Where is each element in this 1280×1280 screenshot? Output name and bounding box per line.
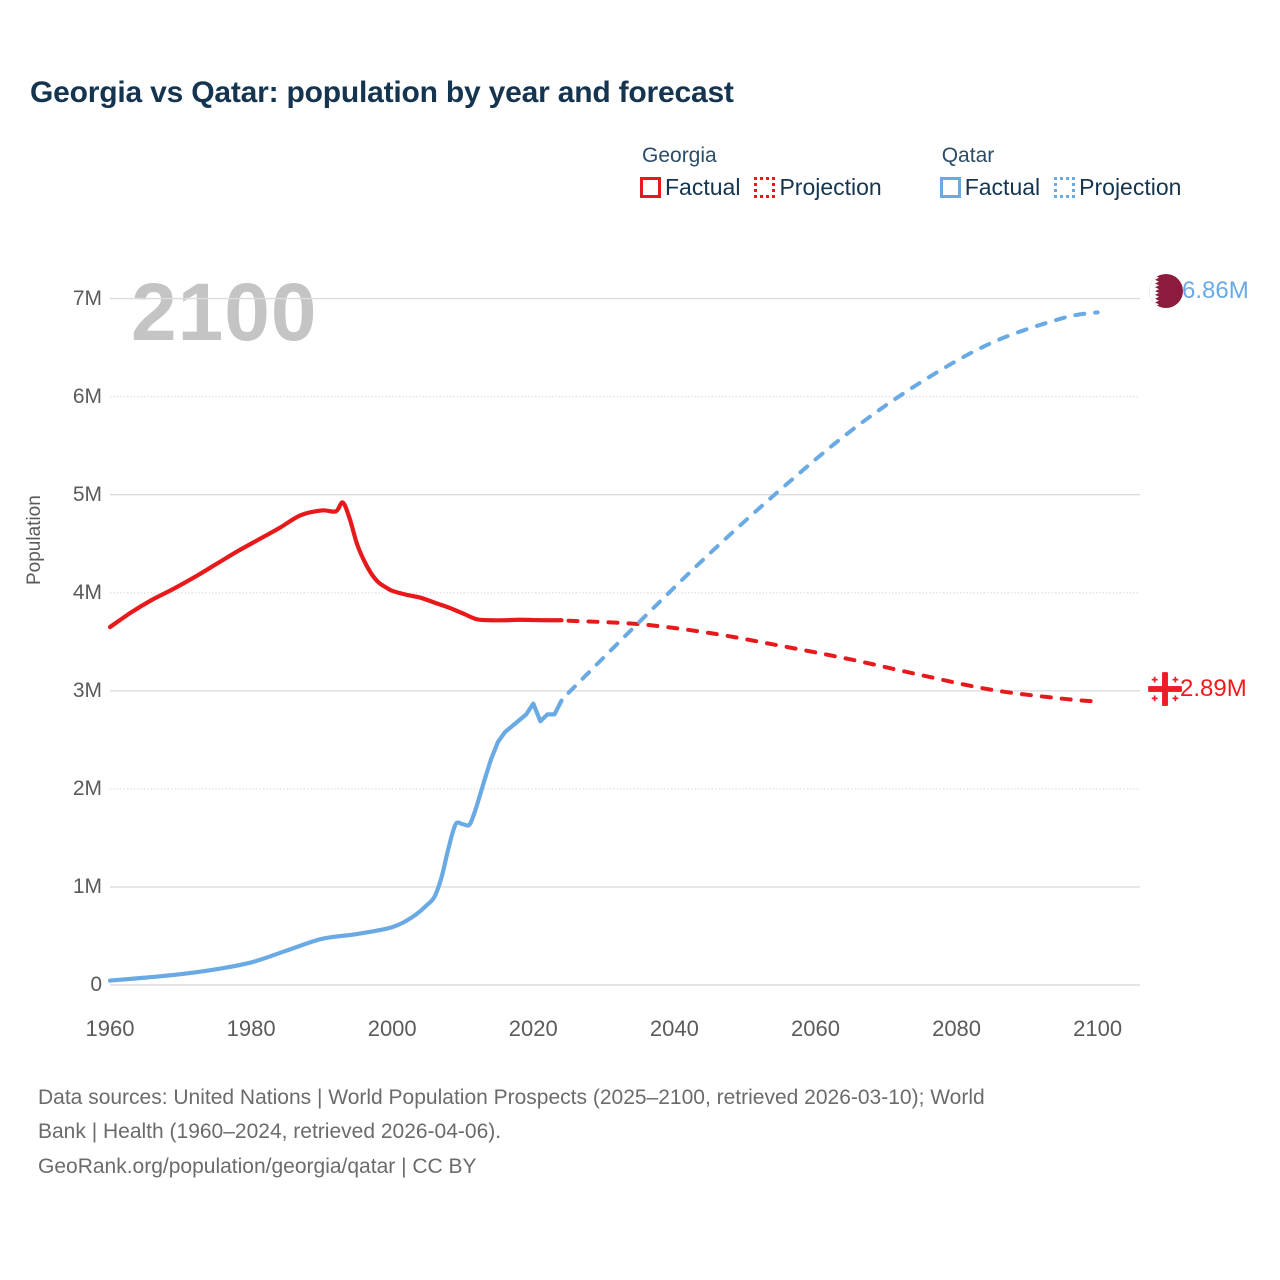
series-line-georgia-projection [566, 618, 1100, 704]
dotted-square-outline-icon [1054, 177, 1076, 199]
dotted-square-outline-icon [754, 177, 776, 199]
x-axis-tick-label: 2080 [932, 1016, 982, 1041]
legend-items-qatar: Factual Projection [939, 174, 1181, 201]
legend-label-qatar-projection: Projection [1079, 174, 1182, 201]
y-axis-tick-label: 3M [72, 678, 102, 702]
legend-group-title-georgia: Georgia [642, 144, 717, 167]
legend-group-title-qatar: Qatar [941, 144, 995, 167]
x-axis-tick-label: 2020 [508, 1016, 558, 1041]
y-axis-tick-label: 5M [72, 482, 102, 506]
page-title: Georgia vs Qatar: population by year and… [30, 76, 734, 109]
legend-label-georgia-factual: Factual [665, 174, 741, 201]
legend-item-qatar-projection[interactable]: Projection [1054, 174, 1181, 201]
georgia-end-value-label: 2.89M [1180, 675, 1247, 702]
legend-item-georgia-factual[interactable]: Factual [640, 174, 740, 201]
x-axis-tick-label: 1960 [85, 1016, 135, 1041]
footer-line-3: GeoRank.org/population/georgia/qatar | C… [38, 1154, 477, 1178]
x-axis-tick-label: 2100 [1073, 1016, 1123, 1041]
x-axis-tick-label: 2060 [790, 1016, 840, 1041]
series-line-qatar-projection [566, 310, 1100, 695]
y-axis-tick-label: 6M [72, 384, 102, 408]
solid-square-outline-icon [939, 177, 961, 199]
footer-line-1: Data sources: United Nations | World Pop… [38, 1086, 985, 1109]
y-axis-tick-label: 0 [90, 973, 102, 996]
legend-group-qatar: Qatar Factual Projection [939, 143, 1181, 201]
qatar-flag-icon [1149, 274, 1183, 308]
chart-legend: Georgia Factual Projection Qatar Factual [640, 143, 1181, 201]
y-axis-tick-label: 2M [72, 776, 102, 800]
solid-square-outline-icon [640, 177, 661, 199]
qatar-end-value-label: 6.86M [1182, 277, 1249, 304]
x-axis-tick-label: 2040 [649, 1016, 699, 1041]
y-axis-tick-label: 1M [72, 874, 102, 898]
x-axis-tick-label: 1980 [226, 1016, 276, 1041]
legend-item-georgia-projection[interactable]: Projection [754, 174, 882, 201]
y-axis-tick-label: 4M [72, 580, 102, 604]
footer-line-2: Bank | Health (1960–2024, retrieved 2026… [38, 1120, 502, 1144]
series-line-qatar-factual [107, 698, 564, 983]
legend-item-qatar-factual[interactable]: Factual [939, 174, 1041, 201]
y-axis-tick-label: 7M [72, 286, 102, 310]
x-axis-tick-label: 2000 [367, 1016, 417, 1041]
legend-label-qatar-factual: Factual [964, 174, 1041, 201]
year-watermark: 2100 [131, 267, 318, 358]
legend-items-georgia: Factual Projection [640, 174, 882, 201]
legend-group-georgia: Georgia Factual Projection [640, 143, 882, 201]
georgia-flag-icon [1148, 672, 1182, 706]
legend-label-georgia-projection: Projection [779, 174, 882, 201]
footer-sources: Data sources: United Nations | World Pop… [38, 1083, 1238, 1182]
series-line-georgia-factual [107, 500, 564, 630]
